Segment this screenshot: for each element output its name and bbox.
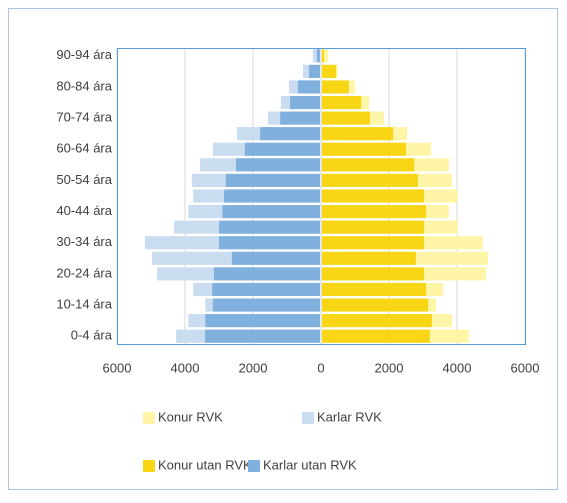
- y-tick-label: 50-54 ára: [56, 172, 112, 187]
- bars: [144, 48, 488, 344]
- bar: [205, 329, 321, 343]
- bar: [321, 189, 425, 203]
- bar: [222, 205, 321, 219]
- legend-swatch: [143, 460, 155, 472]
- legend-swatch: [143, 412, 155, 424]
- bar: [224, 189, 321, 203]
- y-tick-label: 40-44 ára: [56, 203, 112, 218]
- x-tick-label: 4000: [443, 360, 472, 375]
- x-tick-label: 4000: [171, 360, 200, 375]
- bar: [321, 158, 415, 172]
- legend-swatch: [302, 412, 314, 424]
- bar: [312, 49, 321, 63]
- bar: [321, 49, 329, 63]
- bar: [321, 127, 394, 141]
- bar: [321, 64, 336, 78]
- bar: [219, 220, 321, 234]
- bar: [321, 314, 432, 328]
- legend-swatch: [248, 460, 260, 472]
- x-tick-label: 2000: [375, 360, 404, 375]
- x-tick-label: 6000: [103, 360, 132, 375]
- bar: [244, 142, 321, 156]
- bar: [280, 111, 321, 125]
- y-tick-label: 30-34 ára: [56, 234, 112, 249]
- bar: [236, 158, 321, 172]
- legend-label: Karlar RVK: [317, 409, 382, 424]
- bar: [321, 173, 418, 187]
- bar: [219, 236, 321, 250]
- legend-label: Konur RVK: [158, 409, 223, 424]
- legend-label: Karlar utan RVK: [263, 457, 357, 472]
- y-tick-label: 0-4 ára: [71, 328, 113, 343]
- y-tick-label: 80-84 ára: [56, 78, 112, 93]
- x-tick-label: 6000: [511, 360, 540, 375]
- legend-label: Konur utan RVK: [158, 457, 252, 472]
- bar: [205, 314, 321, 328]
- bar: [260, 127, 321, 141]
- bar: [321, 236, 425, 250]
- y-tick-label: 60-64 ára: [56, 141, 112, 156]
- x-tick-label: 2000: [239, 360, 268, 375]
- bar: [321, 220, 425, 234]
- bar: [213, 267, 321, 281]
- bar: [321, 95, 362, 110]
- bar: [321, 142, 406, 156]
- x-tick-label: 0: [317, 360, 324, 375]
- y-tick-label: 90-94 ára: [56, 47, 112, 62]
- bar: [309, 64, 321, 78]
- bar: [321, 80, 349, 94]
- bar: [321, 49, 325, 63]
- bar: [321, 205, 427, 219]
- bar: [321, 282, 427, 297]
- bar: [316, 49, 321, 63]
- bar: [297, 80, 321, 94]
- y-tick-label: 10-14 ára: [56, 296, 112, 311]
- bar: [225, 173, 321, 187]
- bar: [231, 251, 321, 265]
- bar: [321, 251, 416, 265]
- bar: [321, 329, 430, 343]
- bar: [212, 298, 321, 312]
- bar: [321, 267, 425, 281]
- bar: [321, 111, 370, 125]
- bar: [290, 95, 321, 110]
- y-tick-label: 70-74 ára: [56, 110, 112, 125]
- y-tick-label: 20-24 ára: [56, 265, 112, 280]
- bar: [321, 298, 429, 312]
- plot-frame: [117, 48, 526, 345]
- bar: [212, 282, 321, 297]
